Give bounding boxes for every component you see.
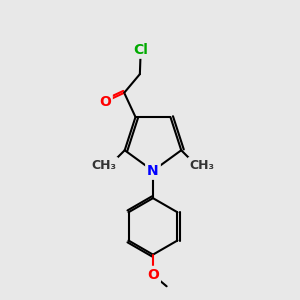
Text: N: N <box>147 164 159 178</box>
Text: CH₃: CH₃ <box>189 159 214 172</box>
Text: Cl: Cl <box>133 43 148 57</box>
Text: O: O <box>99 95 111 109</box>
Text: O: O <box>147 268 159 282</box>
Text: CH₃: CH₃ <box>92 159 117 172</box>
